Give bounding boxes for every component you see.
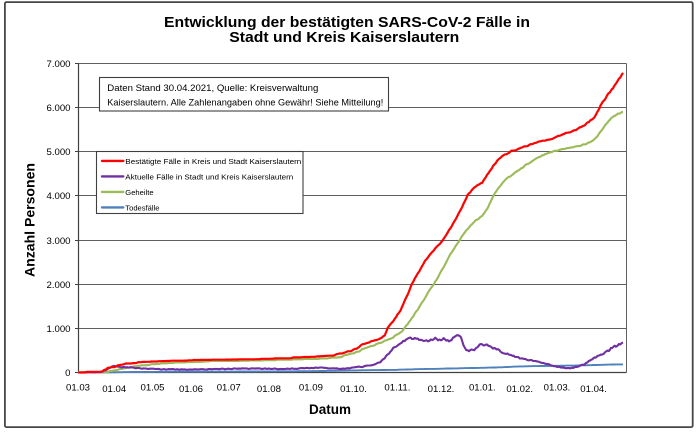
svg-text:Bestätigte Fälle in Kreis und: Bestätigte Fälle in Kreis und Stadt Kais… bbox=[125, 157, 301, 166]
svg-text:01.02.: 01.02. bbox=[506, 384, 533, 395]
svg-text:01.03: 01.03 bbox=[66, 382, 90, 393]
svg-text:Todesfälle: Todesfälle bbox=[125, 203, 159, 212]
svg-text:Datum: Datum bbox=[309, 402, 351, 417]
svg-text:01.12.: 01.12. bbox=[428, 384, 455, 395]
svg-text:4.000: 4.000 bbox=[46, 191, 70, 202]
svg-text:01.10.: 01.10. bbox=[340, 384, 367, 395]
svg-text:01.08: 01.08 bbox=[257, 384, 281, 395]
svg-text:01.11.: 01.11. bbox=[384, 382, 410, 393]
svg-text:1.000: 1.000 bbox=[46, 324, 70, 335]
svg-text:0: 0 bbox=[65, 368, 70, 379]
svg-text:2.000: 2.000 bbox=[46, 280, 70, 291]
svg-text:3.000: 3.000 bbox=[46, 236, 70, 247]
svg-text:7.000: 7.000 bbox=[46, 59, 70, 70]
svg-text:Aktuelle Fälle in Stadt und Kr: Aktuelle Fälle in Stadt und Kreis Kaiser… bbox=[125, 172, 293, 181]
svg-text:01.09: 01.09 bbox=[299, 382, 323, 393]
svg-text:Kaiserslautern. Alle Zahlenang: Kaiserslautern. Alle Zahlenangaben ohne … bbox=[107, 98, 383, 109]
svg-text:01.04.: 01.04. bbox=[580, 384, 607, 395]
svg-text:01.06: 01.06 bbox=[179, 384, 203, 395]
svg-text:Stadt und Kreis Kaiserslautern: Stadt und Kreis Kaiserslautern bbox=[229, 29, 459, 46]
svg-text:01.04: 01.04 bbox=[102, 384, 127, 395]
svg-text:01.05: 01.05 bbox=[140, 382, 164, 393]
svg-text:01.03.: 01.03. bbox=[544, 382, 571, 393]
svg-text:6.000: 6.000 bbox=[46, 103, 70, 114]
svg-text:Entwicklung der bestätigten SA: Entwicklung der bestätigten SARS-CoV-2 F… bbox=[164, 14, 530, 31]
svg-text:01.07: 01.07 bbox=[217, 382, 241, 393]
svg-text:Anzahl Personen: Anzahl Personen bbox=[22, 163, 38, 277]
svg-text:Geheilte: Geheilte bbox=[125, 188, 153, 197]
svg-text:01.01.: 01.01. bbox=[469, 382, 496, 393]
svg-text:Daten Stand 30.04.2021, Quelle: Daten Stand 30.04.2021, Quelle: Kreisver… bbox=[107, 83, 318, 94]
svg-text:5.000: 5.000 bbox=[46, 147, 70, 158]
